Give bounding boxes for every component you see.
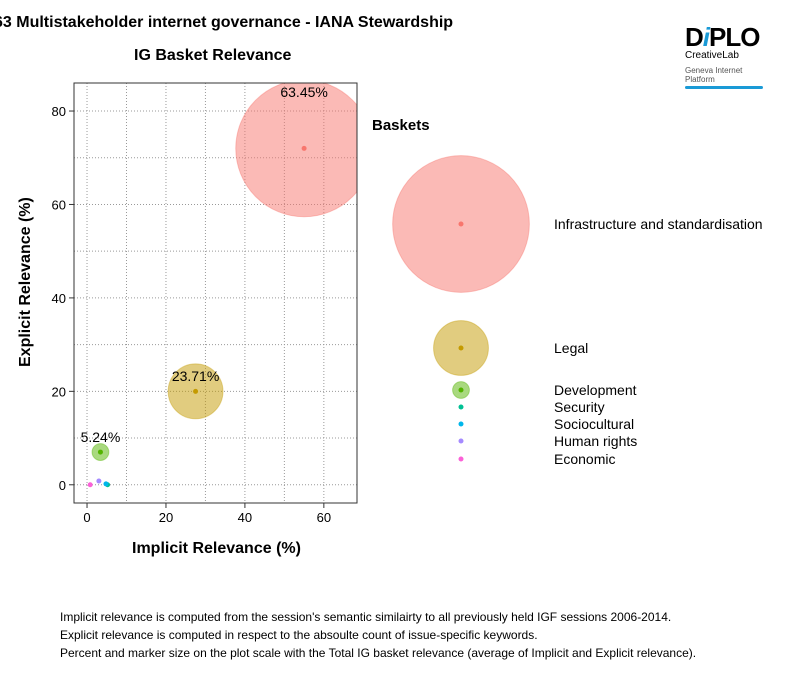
legend-key [458, 438, 464, 444]
data-label: 23.71% [172, 368, 219, 384]
legend-key [458, 421, 464, 427]
legend-label: Security [554, 399, 605, 415]
legend-key [458, 345, 464, 351]
legend-key [458, 456, 464, 462]
legend-label: Sociocultural [554, 416, 634, 432]
legend-key [458, 404, 464, 410]
x-tick-label: 0 [83, 510, 90, 525]
y-tick-label: 80 [52, 104, 66, 119]
diplo-logo: DiPLO CreativeLab Geneva Internet Platfo… [685, 24, 767, 89]
bubble [235, 83, 357, 218]
legend-label: Human rights [554, 433, 637, 449]
bubble-center [87, 482, 93, 488]
legend-title: Baskets [372, 117, 430, 134]
x-tick-label: 20 [159, 510, 173, 525]
data-label: 63.45% [280, 84, 327, 100]
plot-border [73, 82, 358, 504]
legend-label: Legal [554, 340, 588, 356]
note: Explicit relevance is computed in respec… [60, 628, 538, 642]
x-axis-label: Implicit Relevance (%) [132, 540, 301, 557]
legend-key [458, 221, 464, 227]
bubble-center [301, 145, 307, 151]
legend-label: Economic [554, 451, 615, 467]
bubble-center [96, 478, 102, 484]
chart-title: IG Basket Relevance [134, 47, 292, 64]
x-tick-label: 60 [317, 510, 331, 525]
x-tick-label: 40 [238, 510, 252, 525]
y-tick-label: 20 [52, 384, 66, 399]
y-tick-label: 60 [52, 197, 66, 212]
bubble-center [97, 449, 103, 455]
note: Percent and marker size on the plot scal… [60, 646, 697, 660]
bubble-center [193, 388, 199, 394]
legend-key [458, 387, 464, 393]
page-title: 63 Multistakeholder internet governance … [0, 14, 454, 31]
legend-label: Development [554, 382, 637, 398]
y-tick-label: 40 [52, 291, 66, 306]
note: Implicit relevance is computed from the … [60, 610, 672, 624]
data-label: 5.24% [81, 429, 121, 445]
bubble-center [103, 481, 109, 487]
legend-label: Infrastructure and standardisation [554, 216, 763, 232]
notes: Implicit relevance is computed from the … [60, 608, 696, 662]
y-tick-label: 0 [59, 478, 66, 493]
